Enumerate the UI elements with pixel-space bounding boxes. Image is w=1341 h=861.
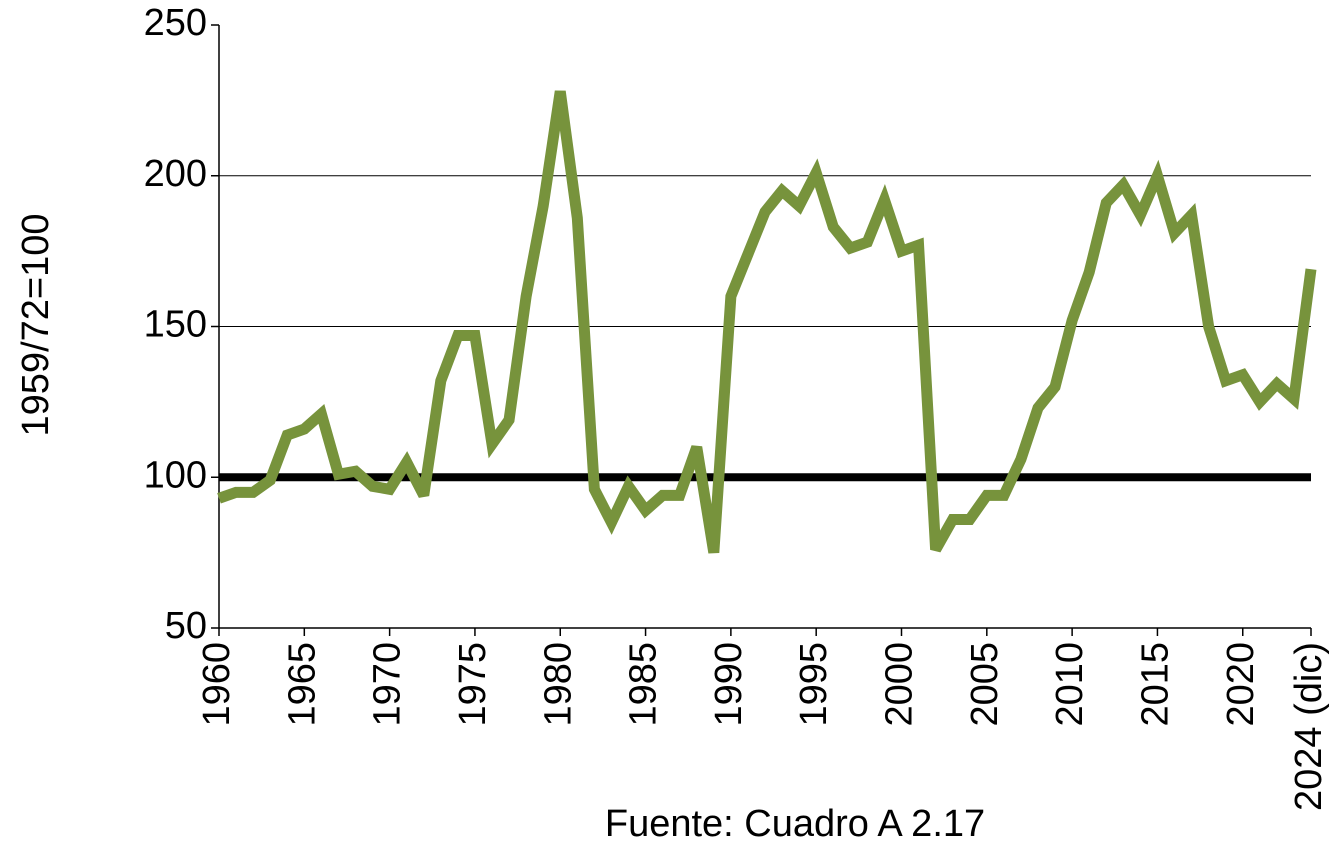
x-tick-label: 2015 [1134,642,1176,727]
x-tick-label: 1995 [793,642,835,727]
x-tick-label: 1960 [196,642,238,727]
x-tick-label: 2005 [964,642,1006,727]
x-tick-label: 1985 [623,642,665,727]
data-line [217,90,1317,554]
source-note: Fuente: Cuadro A 2.17 [605,803,985,845]
y-tick-label: 50 [165,605,207,647]
x-tick-label: 2000 [879,642,921,727]
x-tick-label: 2024 (dic) [1288,642,1330,811]
y-tick-label: 200 [144,153,207,195]
x-tick-label: 2020 [1220,642,1262,727]
x-tick-label: 1970 [367,642,409,727]
x-tick-label: 1980 [537,642,579,727]
x-tick-label: 1975 [452,642,494,727]
x-tick-label: 1990 [708,642,750,727]
y-axis-title: 1959/72=100 [15,214,57,437]
y-tick-label: 250 [144,2,207,44]
x-tick-label: 2010 [1049,642,1091,727]
y-tick-label: 100 [144,454,207,496]
y-tick-label: 150 [144,304,207,346]
x-tick-label: 1965 [281,642,323,727]
